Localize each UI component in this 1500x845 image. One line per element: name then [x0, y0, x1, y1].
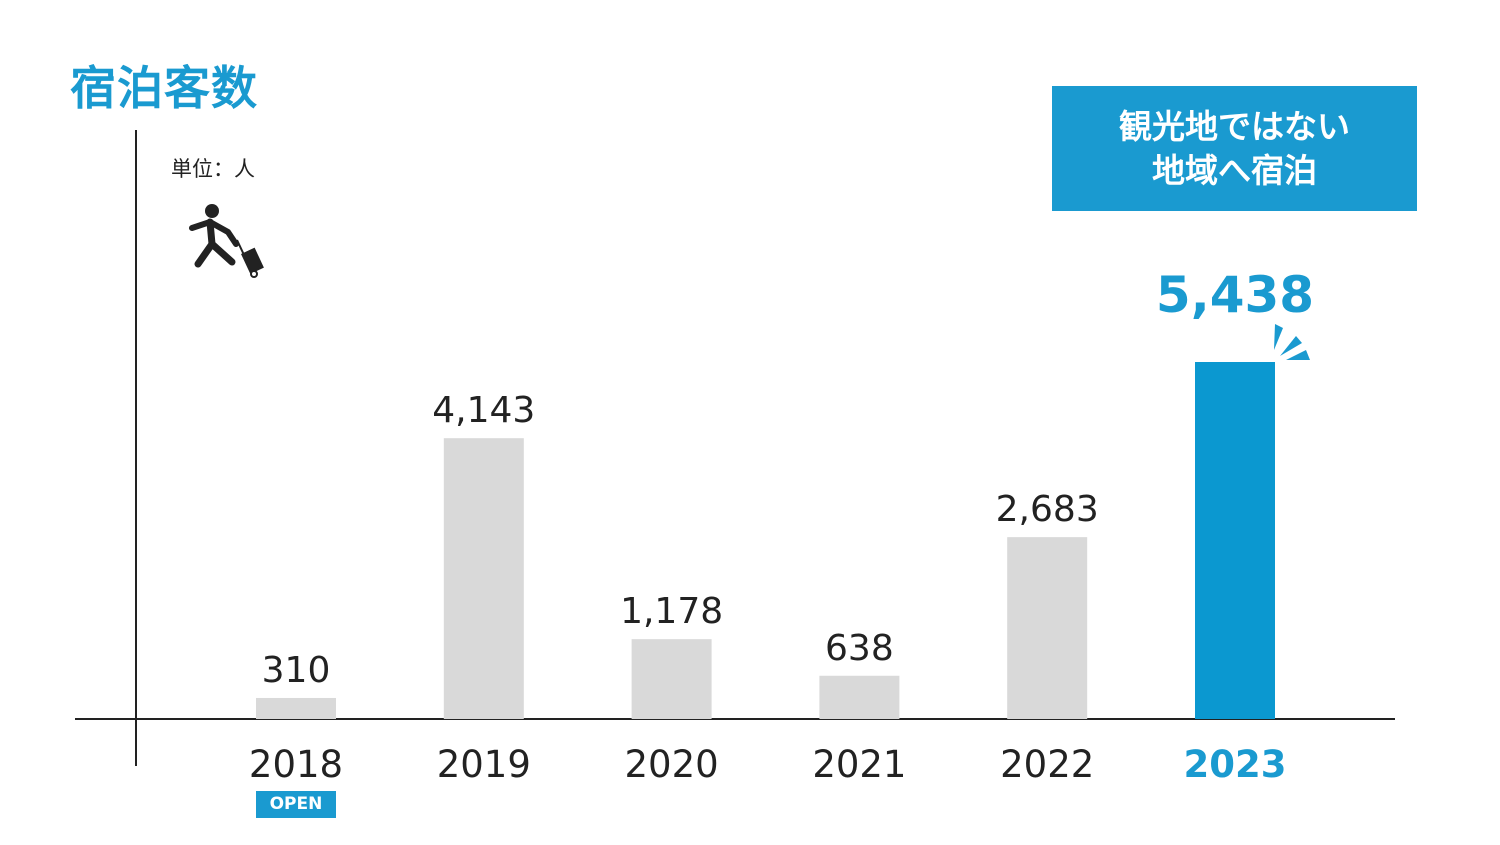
bar-2020	[631, 639, 712, 719]
data-label-2018: 310	[262, 650, 331, 691]
bar-2023	[1195, 362, 1275, 719]
data-label-2021: 638	[825, 628, 894, 669]
x-tick-2020: 2020	[625, 743, 719, 786]
bar-2018	[256, 697, 336, 719]
x-tick-2023: 2023	[1184, 743, 1287, 786]
x-tick-2018: 2018	[249, 743, 343, 786]
unit-label: 単位：人	[171, 157, 255, 181]
open-badge: OPEN	[256, 791, 336, 818]
burst-icon	[1274, 324, 1310, 360]
data-label-2022: 2,683	[996, 489, 1099, 530]
x-tick-2021: 2021	[812, 743, 906, 786]
x-tick-2022: 2022	[1000, 743, 1094, 786]
bar-2021	[819, 675, 900, 719]
callout-line-1: 観光地ではない	[1119, 106, 1350, 146]
traveler-icon	[189, 204, 264, 278]
data-label-2019: 4,143	[432, 390, 535, 431]
bar-2022	[1007, 537, 1088, 719]
chart-title: 宿泊客数	[70, 61, 258, 115]
bar-2019	[443, 438, 524, 719]
data-label-2020: 1,178	[620, 591, 723, 632]
x-tick-2019: 2019	[437, 743, 531, 786]
data-label-2023: 5,438	[1156, 266, 1314, 324]
callout-line-2: 地域へ宿泊	[1152, 150, 1317, 190]
callout-box: 観光地ではない 地域へ宿泊	[1052, 86, 1417, 211]
